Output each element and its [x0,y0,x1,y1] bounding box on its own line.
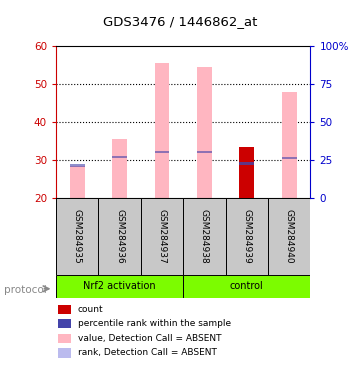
FancyBboxPatch shape [141,198,183,275]
Bar [282,157,297,159]
FancyBboxPatch shape [183,275,310,298]
Text: GSM284938: GSM284938 [200,209,209,263]
Bar [197,151,212,153]
Text: Nrf2 activation: Nrf2 activation [83,281,156,291]
Bar [239,147,254,198]
Bar [70,164,84,167]
Bar [112,139,127,198]
Text: count: count [78,305,103,314]
Text: GSM284936: GSM284936 [115,209,124,263]
Text: value, Detection Call = ABSENT: value, Detection Call = ABSENT [78,334,221,343]
FancyBboxPatch shape [56,275,183,298]
Text: control: control [230,281,264,291]
Bar [70,166,84,198]
Text: GSM284937: GSM284937 [157,209,166,263]
FancyBboxPatch shape [56,198,98,275]
Bar [239,162,254,165]
Text: percentile rank within the sample: percentile rank within the sample [78,319,231,328]
Bar [282,92,297,198]
Text: GSM284935: GSM284935 [73,209,82,263]
FancyBboxPatch shape [98,198,141,275]
Bar [155,151,169,153]
FancyBboxPatch shape [268,198,310,275]
Text: GSM284939: GSM284939 [242,209,251,263]
Bar [197,67,212,198]
FancyBboxPatch shape [226,198,268,275]
Text: GDS3476 / 1446862_at: GDS3476 / 1446862_at [103,15,258,28]
Text: protocol: protocol [4,285,46,295]
Bar [239,147,254,198]
Text: rank, Detection Call = ABSENT: rank, Detection Call = ABSENT [78,348,217,358]
FancyBboxPatch shape [183,198,226,275]
Bar [112,156,127,158]
Text: GSM284940: GSM284940 [285,209,294,263]
Bar [155,63,169,198]
